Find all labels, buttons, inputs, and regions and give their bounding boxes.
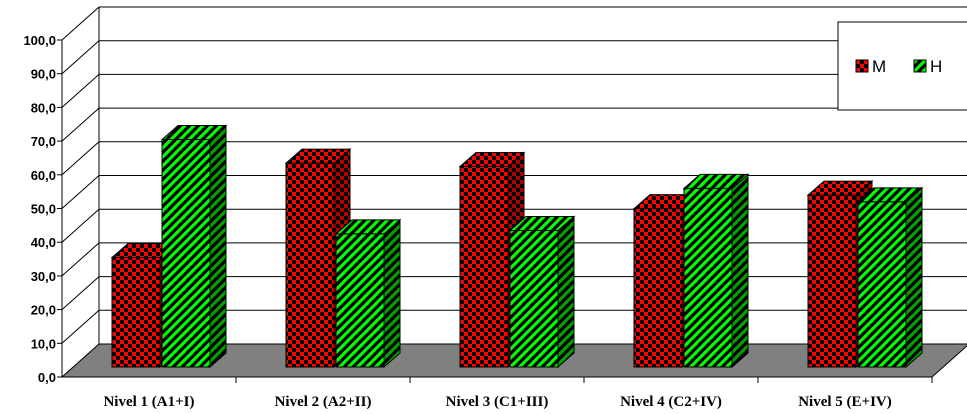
- grid-diagonal: [61, 6, 100, 41]
- bar-front: [459, 165, 509, 368]
- bars: [110, 124, 924, 369]
- bar-h-1: [160, 124, 228, 369]
- legend-swatch-h: [913, 59, 927, 73]
- grid-diagonal: [61, 276, 100, 310]
- axes: [57, 7, 933, 383]
- bar-m-3: [458, 151, 526, 369]
- y-tick-label: 90,0: [31, 67, 56, 82]
- bar-front: [161, 139, 211, 368]
- bar-front: [807, 194, 857, 368]
- grid-diagonal: [61, 74, 100, 108]
- bar-front: [335, 233, 385, 368]
- legend-swatch-m: [855, 59, 869, 73]
- y-tick-label: 20,0: [31, 303, 56, 318]
- grid-diagonal: [61, 309, 100, 344]
- grid-diagonal: [61, 208, 100, 243]
- bar-front: [285, 162, 335, 368]
- y-tick-label: 80,0: [31, 100, 56, 115]
- grid-diagonal: [61, 141, 100, 176]
- x-category-label: Nivel 2 (A2+II): [275, 394, 372, 410]
- y-tick-label: 0,0: [38, 370, 56, 385]
- x-category-label: Nivel 1 (A1+I): [103, 394, 194, 410]
- y-tick-label: 30,0: [31, 269, 56, 284]
- grid-diagonal: [61, 242, 100, 277]
- bar-h-3: [508, 215, 576, 369]
- x-category-label: Nivel 5 (E+IV): [798, 394, 892, 410]
- grid-diagonal: [61, 107, 100, 142]
- x-category-label: Nivel 4 (C2+IV): [620, 394, 722, 410]
- y-tick-label: 70,0: [31, 134, 56, 149]
- bar-side: [731, 173, 749, 369]
- bar-front: [633, 208, 683, 368]
- y-tick-label: 10,0: [31, 336, 56, 351]
- bar-h-2: [334, 218, 402, 369]
- tick-labels: 0,0 10,0 20,0 30,0 40,0 50,0 60,0 70,0 80,0 90,0 1…: [23, 33, 891, 410]
- y-tick-label: 100,0: [23, 33, 56, 48]
- legend-label-h: H: [930, 57, 942, 76]
- bar-h-5: [856, 186, 924, 369]
- bar-side: [905, 186, 923, 369]
- bar-side: [557, 215, 575, 369]
- x-category-label: Nivel 3 (C1+III): [446, 394, 549, 410]
- bar-side: [209, 124, 227, 369]
- bar-front: [111, 256, 161, 368]
- y-tick-label: 50,0: [31, 202, 56, 217]
- grid-diagonal: [61, 175, 100, 209]
- bar-side: [383, 218, 401, 369]
- bar-front: [683, 187, 733, 368]
- legend-label-m: M: [872, 57, 886, 76]
- y-tick-label: 40,0: [31, 235, 56, 250]
- y-tick-label: 60,0: [31, 168, 56, 183]
- bar-h-4: [682, 173, 750, 369]
- grid-diagonal: [61, 40, 100, 75]
- bar-front: [509, 230, 559, 368]
- bar-front: [857, 201, 907, 368]
